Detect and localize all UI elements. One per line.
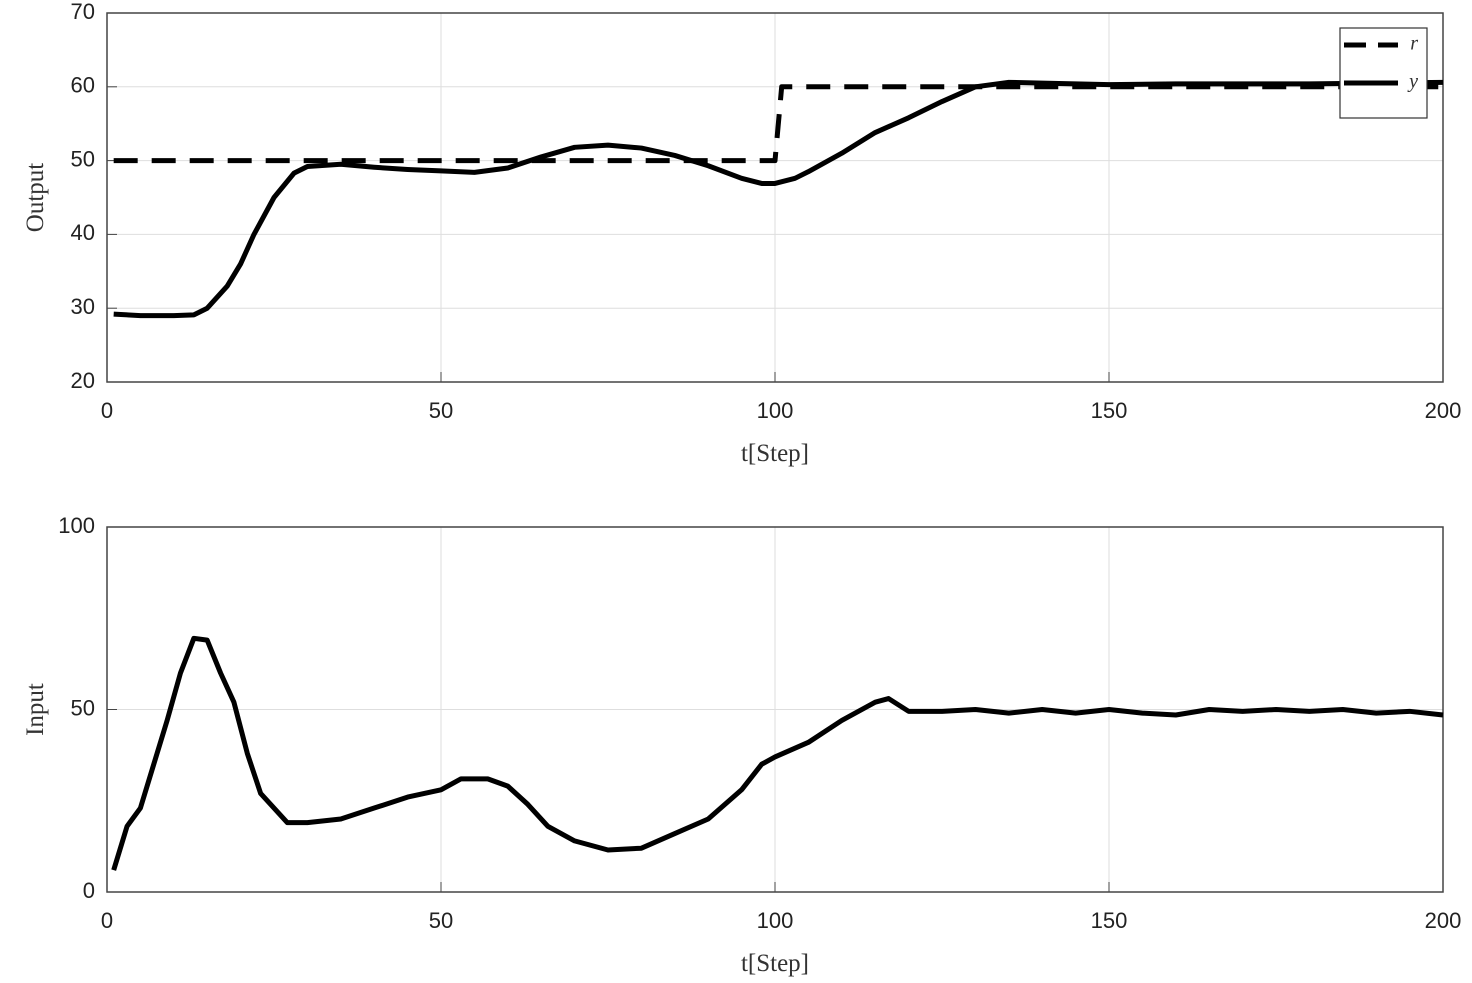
x-tick-label: 0 (101, 908, 113, 933)
data-line (113, 84, 1443, 164)
y-tick-label: 100 (58, 513, 95, 538)
x-tick-label: 50 (429, 398, 453, 423)
y-axis-label: Input (22, 683, 49, 736)
y-tick-label: 60 (71, 73, 95, 98)
legend-label: r (1410, 33, 1418, 55)
y-tick-label: 70 (71, 0, 95, 24)
legend-label: y (1407, 71, 1418, 93)
y-tick-label: 20 (71, 368, 95, 393)
data-line (111, 635, 1444, 871)
x-tick-label: 150 (1091, 908, 1128, 933)
x-tick-label: 100 (757, 908, 794, 933)
data-line (113, 79, 1444, 319)
x-tick-label: 200 (1425, 908, 1462, 933)
x-tick-label: 100 (757, 398, 794, 423)
y-tick-label: 0 (83, 878, 95, 903)
y-tick-label: 30 (71, 294, 95, 319)
plot-frame (106, 526, 1444, 893)
y-tick-label: 40 (71, 220, 95, 245)
x-axis-label: t[Step] (741, 440, 809, 467)
y-axis-label: Output (22, 163, 49, 233)
x-tick-label: 0 (101, 398, 113, 423)
plot-frame (106, 12, 1444, 383)
x-axis-label: t[Step] (741, 950, 809, 977)
y-tick-label: 50 (71, 695, 95, 720)
x-tick-label: 50 (429, 908, 453, 933)
y-tick-label: 50 (71, 146, 95, 171)
x-tick-label: 150 (1091, 398, 1128, 423)
x-tick-label: 200 (1425, 398, 1462, 423)
